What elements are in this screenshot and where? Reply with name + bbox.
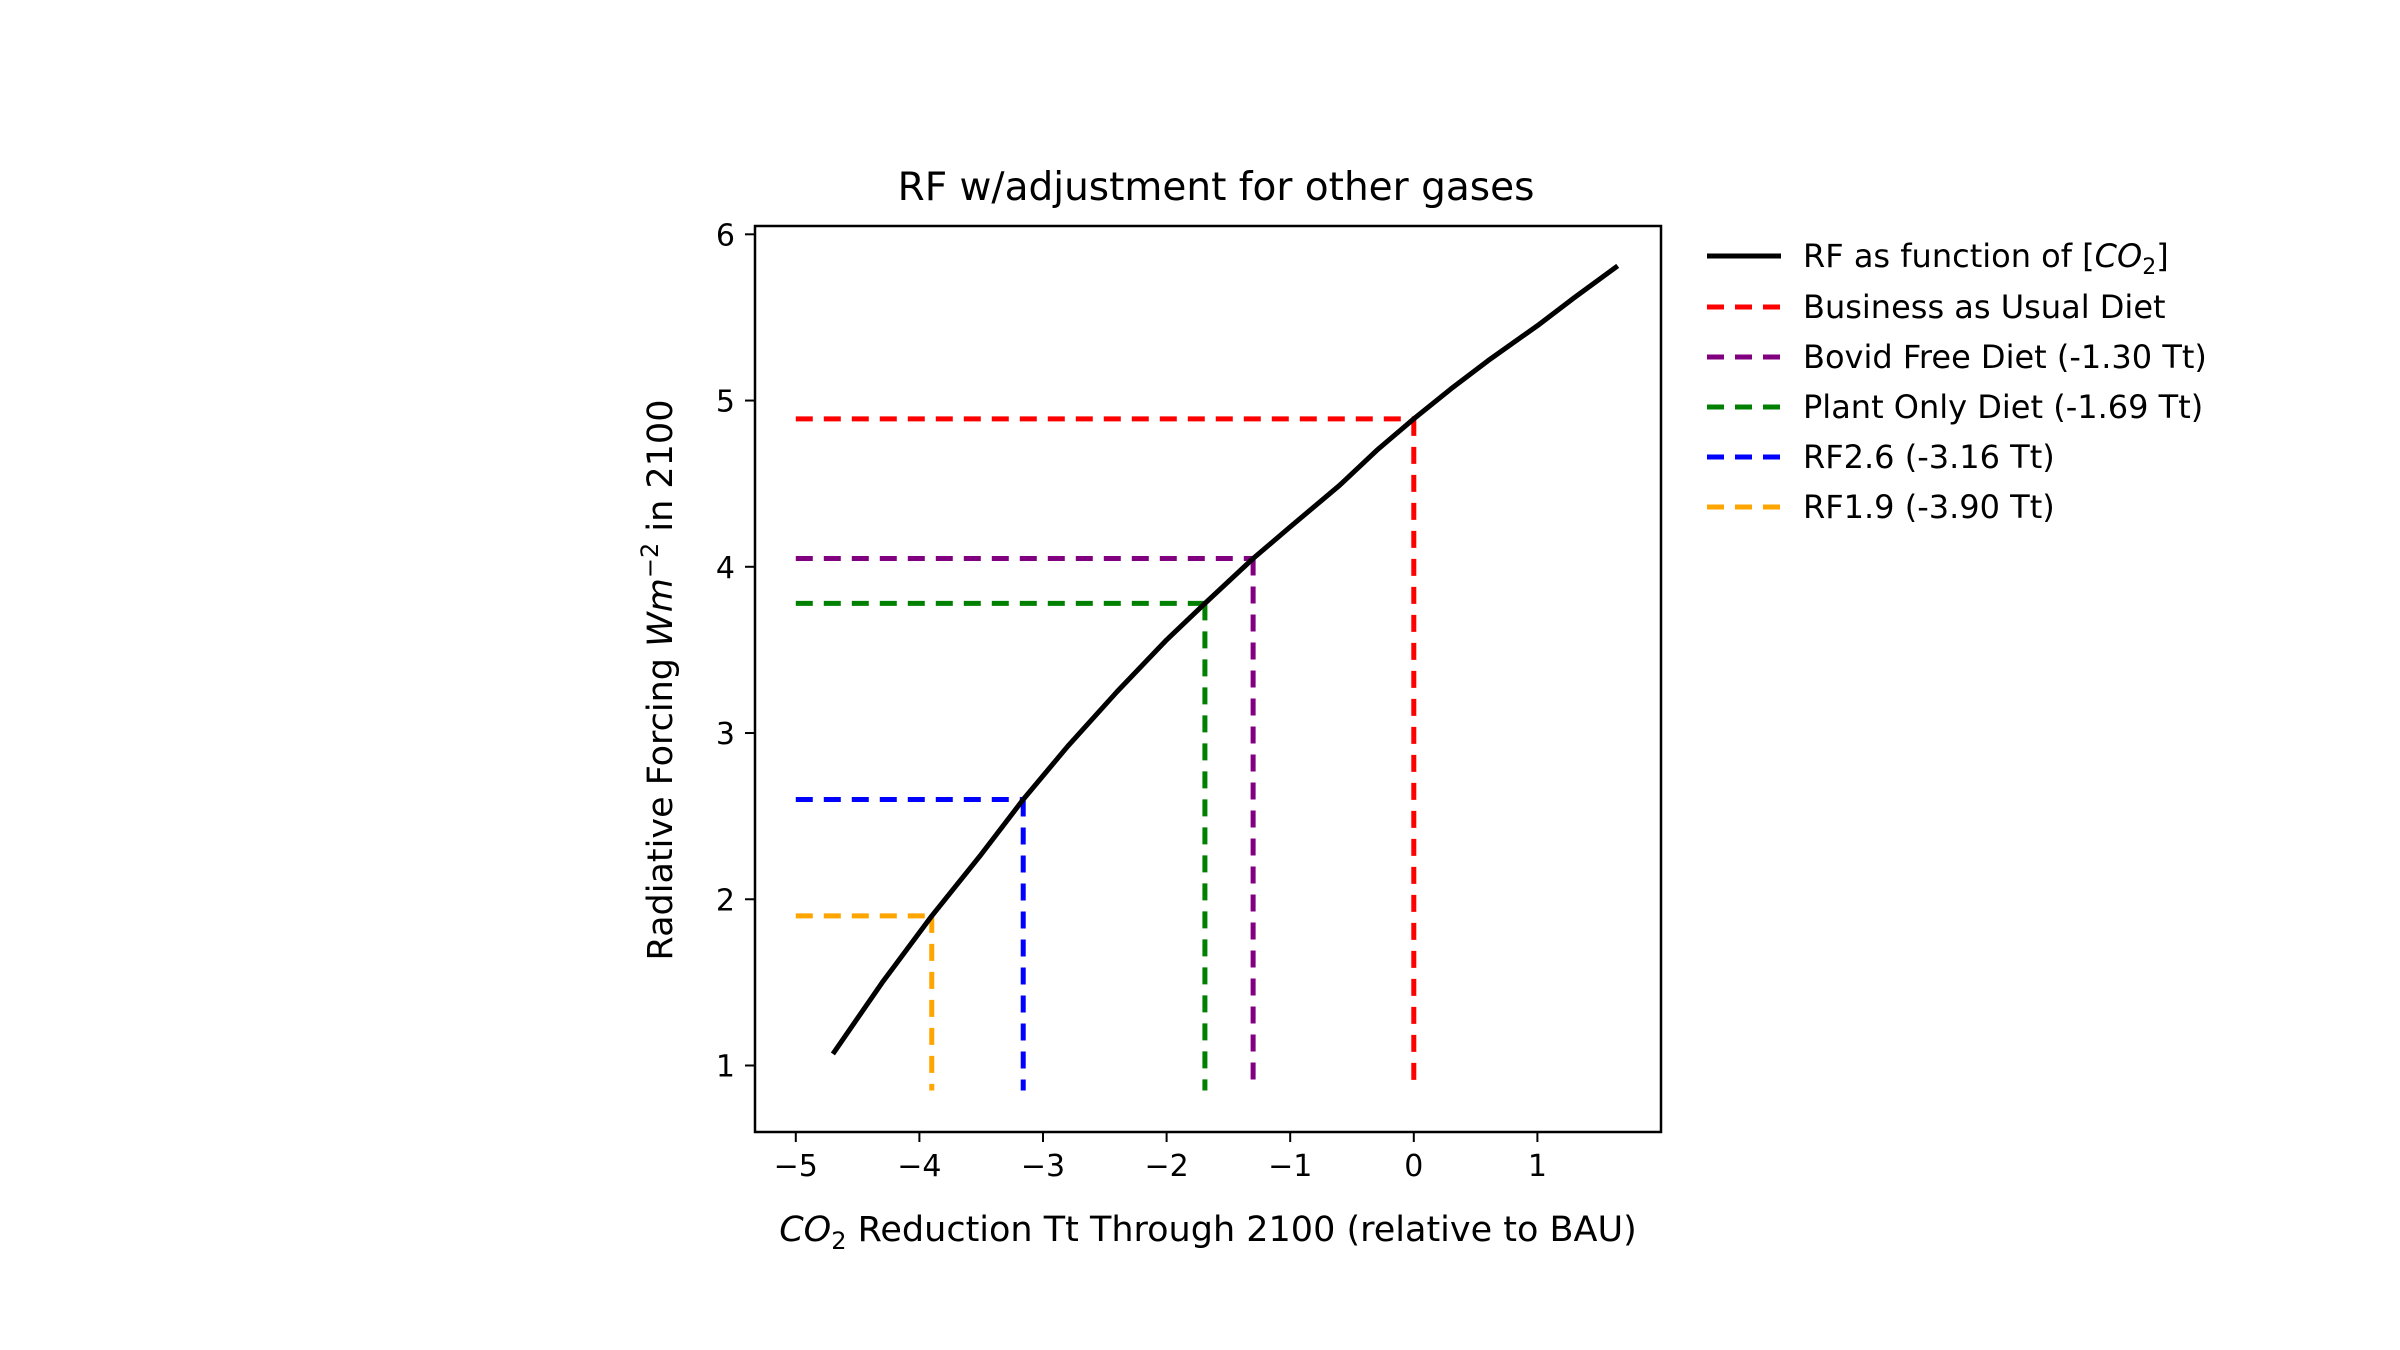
x-tick-label: 1 xyxy=(1528,1149,1547,1184)
legend-series: Business as Usual Diet Bovid Free Diet (-… xyxy=(1707,288,2207,526)
legend-label-series-2: Plant Only Diet (-1.69 Tt) xyxy=(1803,388,2203,426)
x-tick-label: −1 xyxy=(1268,1149,1312,1184)
chart-title: RF w/adjustment for other gases xyxy=(898,165,1535,210)
y-axis-label-rest: in 2100 xyxy=(641,400,681,543)
legend-label-series-4: RF1.9 (-3.90 Tt) xyxy=(1803,488,2055,526)
y-axis-ticks: 1 2 3 4 5 6 xyxy=(716,218,755,1085)
x-tick-label: 0 xyxy=(1404,1149,1423,1184)
legend-label-curve-sub: 2 xyxy=(2142,255,2156,280)
x-axis-label: CO2 Reduction Tt Through 2100 (relative … xyxy=(779,1210,1637,1255)
y-tick-label: 5 xyxy=(716,385,735,420)
y-tick-label: 3 xyxy=(716,717,735,752)
legend: RF as function of [CO2] Business as Usua… xyxy=(1707,237,2207,526)
y-axis-label: Radiative Forcing Wm−2 in 2100 xyxy=(636,400,681,961)
x-axis-label-sub: 2 xyxy=(831,1227,846,1255)
x-tick-label: −4 xyxy=(897,1149,941,1184)
x-axis-label-prefix: CO xyxy=(779,1210,831,1250)
x-axis-label-rest: Reduction Tt Through 2100 (relative to B… xyxy=(847,1210,1637,1250)
y-tick-label: 6 xyxy=(716,218,735,253)
plot-area xyxy=(795,263,1620,1091)
legend-label-series-0: Business as Usual Diet xyxy=(1803,288,2166,326)
y-axis-label-prefix: Radiative Forcing xyxy=(641,647,681,961)
legend-label-curve-suffix: ] xyxy=(2156,237,2168,275)
y-axis-label-sup: −2 xyxy=(636,543,664,578)
legend-label-curve-italic: CO xyxy=(2095,237,2143,275)
rf-curve xyxy=(830,263,1620,1056)
legend-label-series-3: RF2.6 (-3.16 Tt) xyxy=(1803,438,2055,476)
x-tick-label: −3 xyxy=(1021,1149,1065,1184)
y-axis-label-italic: Wm xyxy=(641,578,681,647)
x-tick-label: −5 xyxy=(774,1149,818,1184)
y-tick-label: 4 xyxy=(716,551,735,586)
legend-label-curve: RF as function of [CO2] xyxy=(1803,237,2169,280)
x-axis-ticks: −5 −4 −3 −2 −1 0 1 xyxy=(774,1132,1547,1184)
legend-label-series-1: Bovid Free Diet (-1.30 Tt) xyxy=(1803,338,2207,376)
legend-label-curve-prefix: RF as function of [ xyxy=(1803,237,2095,275)
y-tick-label: 1 xyxy=(716,1050,735,1085)
plot-frame xyxy=(753,224,1663,1134)
y-tick-label: 2 xyxy=(716,883,735,918)
x-tick-label: −2 xyxy=(1144,1149,1188,1184)
